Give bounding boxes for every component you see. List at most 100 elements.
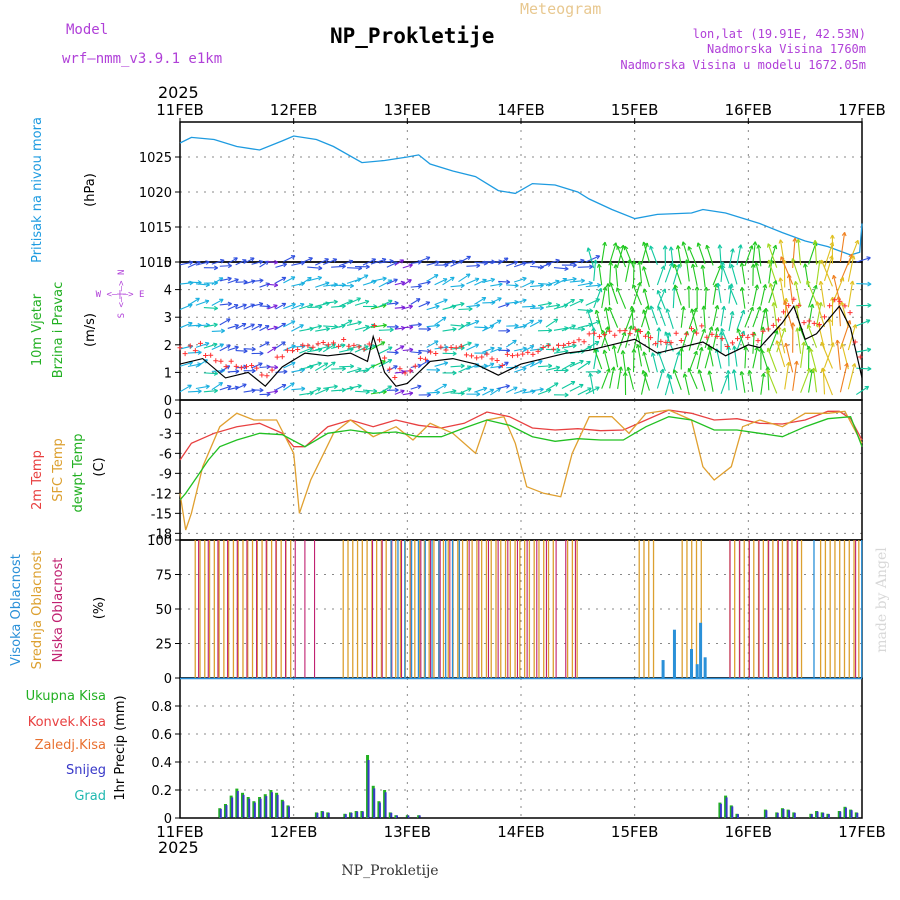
wind-arrow	[752, 346, 758, 369]
wind-gust-marker	[735, 336, 741, 342]
wind-arrow-head	[408, 304, 414, 310]
wind-gust-marker	[412, 363, 418, 369]
wind-arrow-head	[596, 263, 602, 268]
footer-title: NP_Prokletije	[341, 863, 438, 879]
wind-arrow	[627, 366, 635, 390]
wind-arrow	[752, 241, 756, 264]
precip-grid	[180, 678, 862, 818]
precip-snow-bar	[816, 811, 819, 818]
wind-arrow	[640, 372, 647, 395]
pressure-y-tick-label: 1015	[139, 221, 172, 236]
wind-arrow-head	[592, 259, 598, 264]
wind-arrow	[299, 257, 313, 265]
wind-arrow-head	[555, 303, 561, 308]
wind-arrow	[275, 302, 286, 310]
chart-title: NP_Prokletije	[330, 24, 494, 48]
wind-arrow-head	[426, 326, 431, 332]
wind-arrow-head	[394, 324, 399, 330]
wind-arrow	[585, 341, 600, 350]
wind-arrow	[498, 303, 510, 309]
wind-arrow-head	[226, 344, 231, 349]
wind-gust-marker	[177, 345, 183, 351]
precip-snow-bar	[350, 812, 353, 818]
wind-arrow-head	[809, 303, 815, 308]
wind-arrow	[203, 372, 218, 375]
wind-arrow-head	[290, 382, 295, 387]
wind-gust-marker	[371, 323, 377, 329]
wind-arrow	[657, 351, 666, 372]
precip-snow-bar	[265, 796, 268, 818]
wind-arrow-head	[529, 345, 535, 350]
wind-arrow	[609, 282, 619, 304]
pressure-label: Pritisak na nivou mora	[30, 117, 45, 263]
x-tick-label-top: 12FEB	[270, 101, 317, 119]
temperature-y-tick-label: -18	[151, 527, 172, 542]
wind-arrow	[608, 306, 619, 328]
precip-label-snow: Snijeg	[66, 763, 106, 778]
wind-arrow-head	[806, 280, 811, 285]
wind-arrow-head	[380, 341, 386, 346]
wind-arrow-head	[417, 322, 422, 328]
wind-arrow-head	[656, 327, 662, 332]
wind-arrow	[733, 345, 738, 367]
wind-arrow-head	[668, 262, 674, 267]
wind-arrow	[251, 260, 263, 265]
wind-arrow	[394, 281, 405, 286]
wind-arrow	[338, 260, 354, 267]
wind-arrow-head	[409, 324, 414, 330]
wind-arrow	[593, 348, 598, 370]
wind-gust-marker	[233, 363, 239, 369]
wind-arrow	[817, 323, 826, 350]
precip-snow-bar	[418, 815, 421, 818]
wind-arrow	[601, 242, 606, 264]
wind-arrow	[553, 278, 567, 286]
wind-arrow	[370, 360, 386, 368]
wind-arrow-head	[365, 324, 370, 330]
wind-arrow-head	[197, 350, 202, 355]
wind-gust-marker	[632, 326, 638, 332]
wind-arrow	[418, 349, 431, 353]
wind-arrow-head	[690, 263, 696, 268]
wind-arrow	[458, 273, 471, 283]
wind-arrow-head	[813, 284, 818, 290]
wind-arrow-head	[332, 258, 338, 263]
wind-gust-marker	[811, 320, 817, 326]
wind-arrow-head	[227, 384, 232, 390]
wind-arrow	[386, 365, 398, 372]
wind-gust-marker	[392, 375, 398, 381]
wind-arrow	[657, 290, 666, 310]
wind-arrow	[752, 284, 758, 307]
wind-arrow	[323, 325, 338, 328]
wind-arrow-head	[356, 297, 361, 302]
x-tick-label-top: 11FEB	[156, 101, 203, 119]
wind-gust-marker	[637, 328, 643, 334]
wind-arrow	[362, 280, 377, 286]
wind-arrow	[537, 302, 552, 307]
wind-gust-marker	[852, 339, 858, 345]
wind-arrow	[776, 327, 786, 353]
wind-arrow-head	[250, 257, 255, 262]
wind-arrow-head	[613, 264, 619, 269]
wind-arrow-head	[503, 257, 509, 262]
wind-arrow	[402, 348, 414, 352]
wind-arrow	[778, 326, 786, 354]
wind-arrow-head	[233, 257, 238, 262]
wind-gust-marker	[290, 348, 296, 354]
wind-arrow-head	[564, 392, 569, 398]
wind-arrow-head	[649, 245, 654, 250]
wind-arrow	[315, 282, 330, 288]
wind-arrow-head	[213, 265, 218, 271]
wind-arrow	[601, 330, 611, 351]
x-tick-label-top: 13FEB	[384, 101, 431, 119]
wind-arrow-head	[570, 381, 576, 386]
wind-gust-marker	[714, 334, 720, 340]
wind-arrow-head	[425, 256, 431, 261]
wind-arrow-head	[718, 331, 724, 336]
wind-arrow	[769, 283, 778, 309]
wind-arrow	[577, 387, 592, 396]
wind-arrow-head	[739, 286, 745, 292]
wind-arrow	[203, 323, 218, 328]
precip-snow-bar	[282, 801, 285, 818]
wind-arrow-head	[631, 284, 637, 289]
wind-arrow-head	[714, 305, 720, 310]
